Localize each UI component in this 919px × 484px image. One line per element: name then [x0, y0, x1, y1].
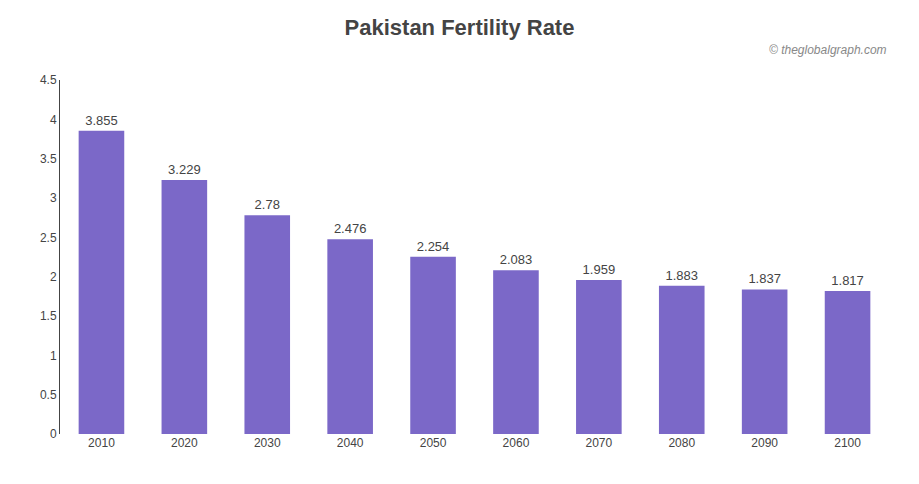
svg-text:2.5: 2.5: [40, 231, 57, 245]
svg-text:2080: 2080: [668, 436, 695, 450]
svg-text:4: 4: [50, 113, 57, 127]
svg-text:2.78: 2.78: [255, 197, 280, 212]
svg-text:2060: 2060: [503, 436, 530, 450]
svg-text:Pakistan Fertility Rate: Pakistan Fertility Rate: [345, 15, 575, 40]
svg-text:2010: 2010: [88, 436, 115, 450]
svg-text:2090: 2090: [751, 436, 778, 450]
svg-text:3.229: 3.229: [168, 162, 201, 177]
svg-text:© theglobalgraph.com: © theglobalgraph.com: [769, 43, 887, 57]
svg-text:2: 2: [50, 270, 57, 284]
svg-text:2020: 2020: [171, 436, 198, 450]
svg-text:2100: 2100: [834, 436, 861, 450]
svg-text:2050: 2050: [420, 436, 447, 450]
svg-text:2040: 2040: [337, 436, 364, 450]
svg-text:3.5: 3.5: [40, 152, 57, 166]
svg-text:1.5: 1.5: [40, 309, 57, 323]
svg-text:1.959: 1.959: [583, 262, 616, 277]
svg-text:1.883: 1.883: [665, 268, 698, 283]
svg-text:1.817: 1.817: [831, 273, 864, 288]
svg-text:1: 1: [50, 349, 57, 363]
svg-text:2030: 2030: [254, 436, 281, 450]
svg-text:2.254: 2.254: [417, 239, 450, 254]
svg-text:2070: 2070: [585, 436, 612, 450]
svg-text:2.476: 2.476: [334, 221, 367, 236]
svg-text:4.5: 4.5: [40, 73, 57, 87]
svg-text:1.837: 1.837: [748, 271, 781, 286]
svg-text:2.083: 2.083: [500, 252, 533, 267]
svg-text:3: 3: [50, 191, 57, 205]
svg-text:0: 0: [50, 427, 57, 441]
svg-text:0.5: 0.5: [40, 388, 57, 402]
svg-text:3.855: 3.855: [85, 113, 118, 128]
